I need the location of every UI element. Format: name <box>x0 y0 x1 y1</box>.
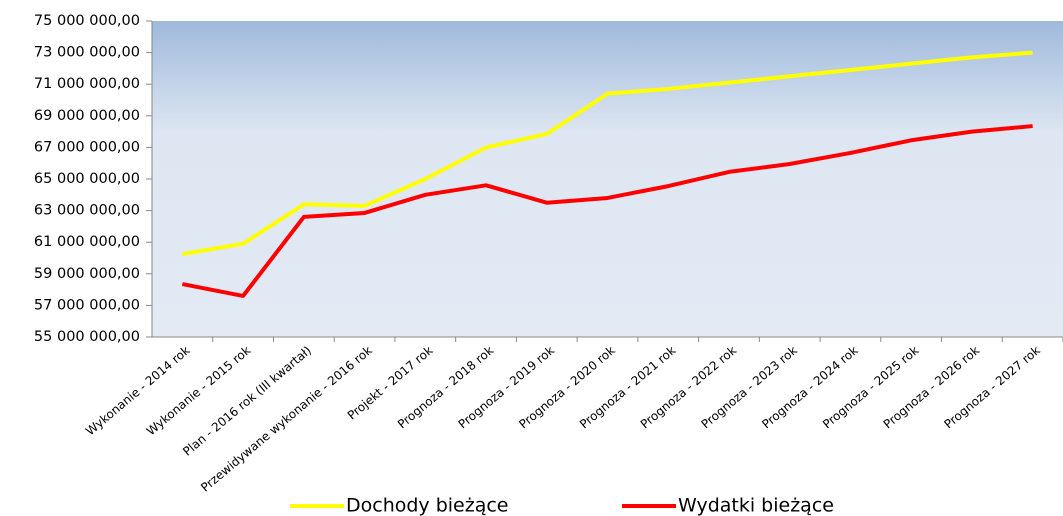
y-tick-label: 65 000 000,00 <box>34 171 140 187</box>
x-tick-label: Plan - 2016 rok (III kwartał) <box>180 343 314 458</box>
plot-area <box>152 21 1063 337</box>
y-tick-label: 75 000 000,00 <box>34 13 140 29</box>
series-line <box>182 50 1033 257</box>
legend-label: Dochody bieżące <box>346 495 509 516</box>
y-tick-label: 73 000 000,00 <box>34 45 140 61</box>
y-tick-label: 61 000 000,00 <box>34 234 140 250</box>
y-tick-label: 57 000 000,00 <box>34 297 140 313</box>
x-tick-label: Wykonanie - 2015 rok <box>144 343 254 438</box>
legend-label: Wydatki bieżące <box>678 495 834 516</box>
series-line <box>181 124 1033 298</box>
y-tick-label: 71 000 000,00 <box>34 76 140 92</box>
y-tick-label: 63 000 000,00 <box>34 203 140 219</box>
y-tick-label: 67 000 000,00 <box>34 139 140 155</box>
y-tick-label: 59 000 000,00 <box>34 266 140 282</box>
y-tick-label: 55 000 000,00 <box>34 329 140 345</box>
y-tick-label: 69 000 000,00 <box>34 108 140 124</box>
x-tick-label: Wykonanie - 2014 rok <box>83 343 193 438</box>
